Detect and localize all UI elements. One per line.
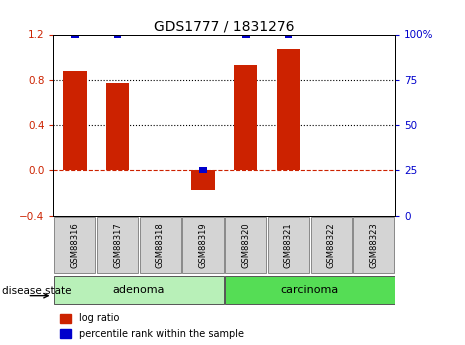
FancyBboxPatch shape xyxy=(97,217,138,273)
Text: percentile rank within the sample: percentile rank within the sample xyxy=(79,329,244,339)
FancyBboxPatch shape xyxy=(311,217,352,273)
Bar xyxy=(191,170,215,190)
Text: GSM88323: GSM88323 xyxy=(369,222,379,268)
Bar xyxy=(242,31,250,38)
Text: GSM88320: GSM88320 xyxy=(241,222,250,268)
Bar xyxy=(60,329,71,338)
Bar xyxy=(114,31,121,38)
Bar xyxy=(63,71,86,170)
Text: GSM88321: GSM88321 xyxy=(284,222,293,268)
Bar xyxy=(199,167,207,174)
Text: disease state: disease state xyxy=(2,286,72,296)
FancyBboxPatch shape xyxy=(54,276,224,304)
Bar xyxy=(234,65,258,170)
Text: log ratio: log ratio xyxy=(79,313,120,323)
FancyBboxPatch shape xyxy=(54,217,95,273)
Title: GDS1777 / 1831276: GDS1777 / 1831276 xyxy=(154,19,295,33)
Bar xyxy=(106,83,129,170)
FancyBboxPatch shape xyxy=(268,217,309,273)
Text: GSM88318: GSM88318 xyxy=(156,222,165,268)
Bar xyxy=(71,31,79,38)
FancyBboxPatch shape xyxy=(140,217,181,273)
Text: GSM88322: GSM88322 xyxy=(327,222,336,268)
Text: adenoma: adenoma xyxy=(113,285,165,295)
Bar xyxy=(285,31,292,38)
Text: carcinoma: carcinoma xyxy=(281,285,339,295)
FancyBboxPatch shape xyxy=(182,217,224,273)
FancyBboxPatch shape xyxy=(225,217,266,273)
FancyBboxPatch shape xyxy=(225,276,395,304)
Text: GSM88316: GSM88316 xyxy=(70,222,80,268)
Bar xyxy=(60,314,71,323)
Bar xyxy=(277,49,300,170)
Text: GSM88317: GSM88317 xyxy=(113,222,122,268)
FancyBboxPatch shape xyxy=(353,217,394,273)
Text: GSM88319: GSM88319 xyxy=(199,222,207,268)
